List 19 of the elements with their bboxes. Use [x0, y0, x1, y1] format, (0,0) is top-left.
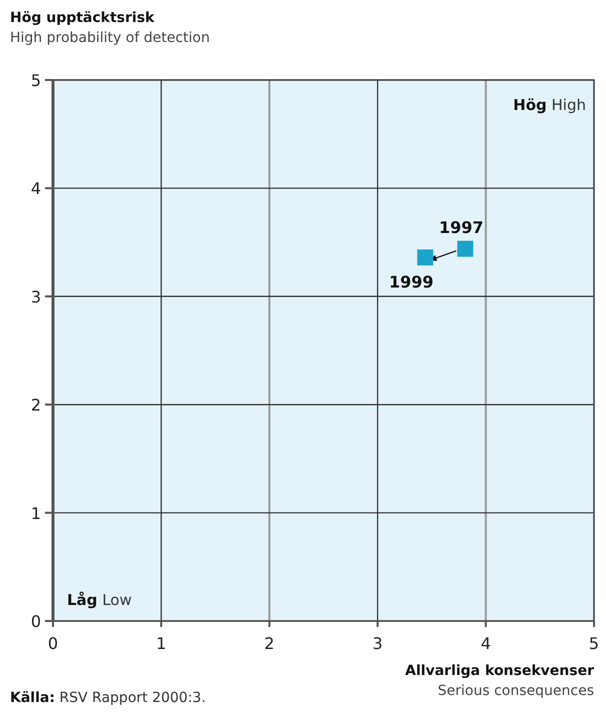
- x-tick-label: 2: [264, 634, 274, 653]
- y-axis-title: Hög upptäcktsrisk High probability of detection: [10, 10, 210, 46]
- y-tick-label: 0: [30, 612, 41, 631]
- text: Källa: RSV Rapport 2000:3.: [10, 690, 206, 706]
- x-tick-label: 4: [480, 634, 491, 653]
- annotation: Låg Low: [67, 591, 132, 609]
- y-tick-label: 3: [30, 287, 41, 306]
- annotation: Hög High: [513, 96, 586, 114]
- y-tick-label: 4: [30, 179, 41, 198]
- y-tick-label: 1: [30, 504, 41, 523]
- x-tick-label: 1: [156, 634, 166, 653]
- x-tick-label: 0: [48, 634, 58, 653]
- series-label: 1997: [438, 218, 484, 237]
- x-tick-label: 3: [372, 634, 383, 653]
- y-tick-label: 5: [30, 71, 41, 90]
- x-axis-title: Allvarliga konsekvenser Serious consequences: [405, 663, 594, 699]
- series-label: 1999: [388, 272, 434, 292]
- x-tick-label: 5: [588, 634, 600, 653]
- y-tick-label: 2: [30, 396, 41, 415]
